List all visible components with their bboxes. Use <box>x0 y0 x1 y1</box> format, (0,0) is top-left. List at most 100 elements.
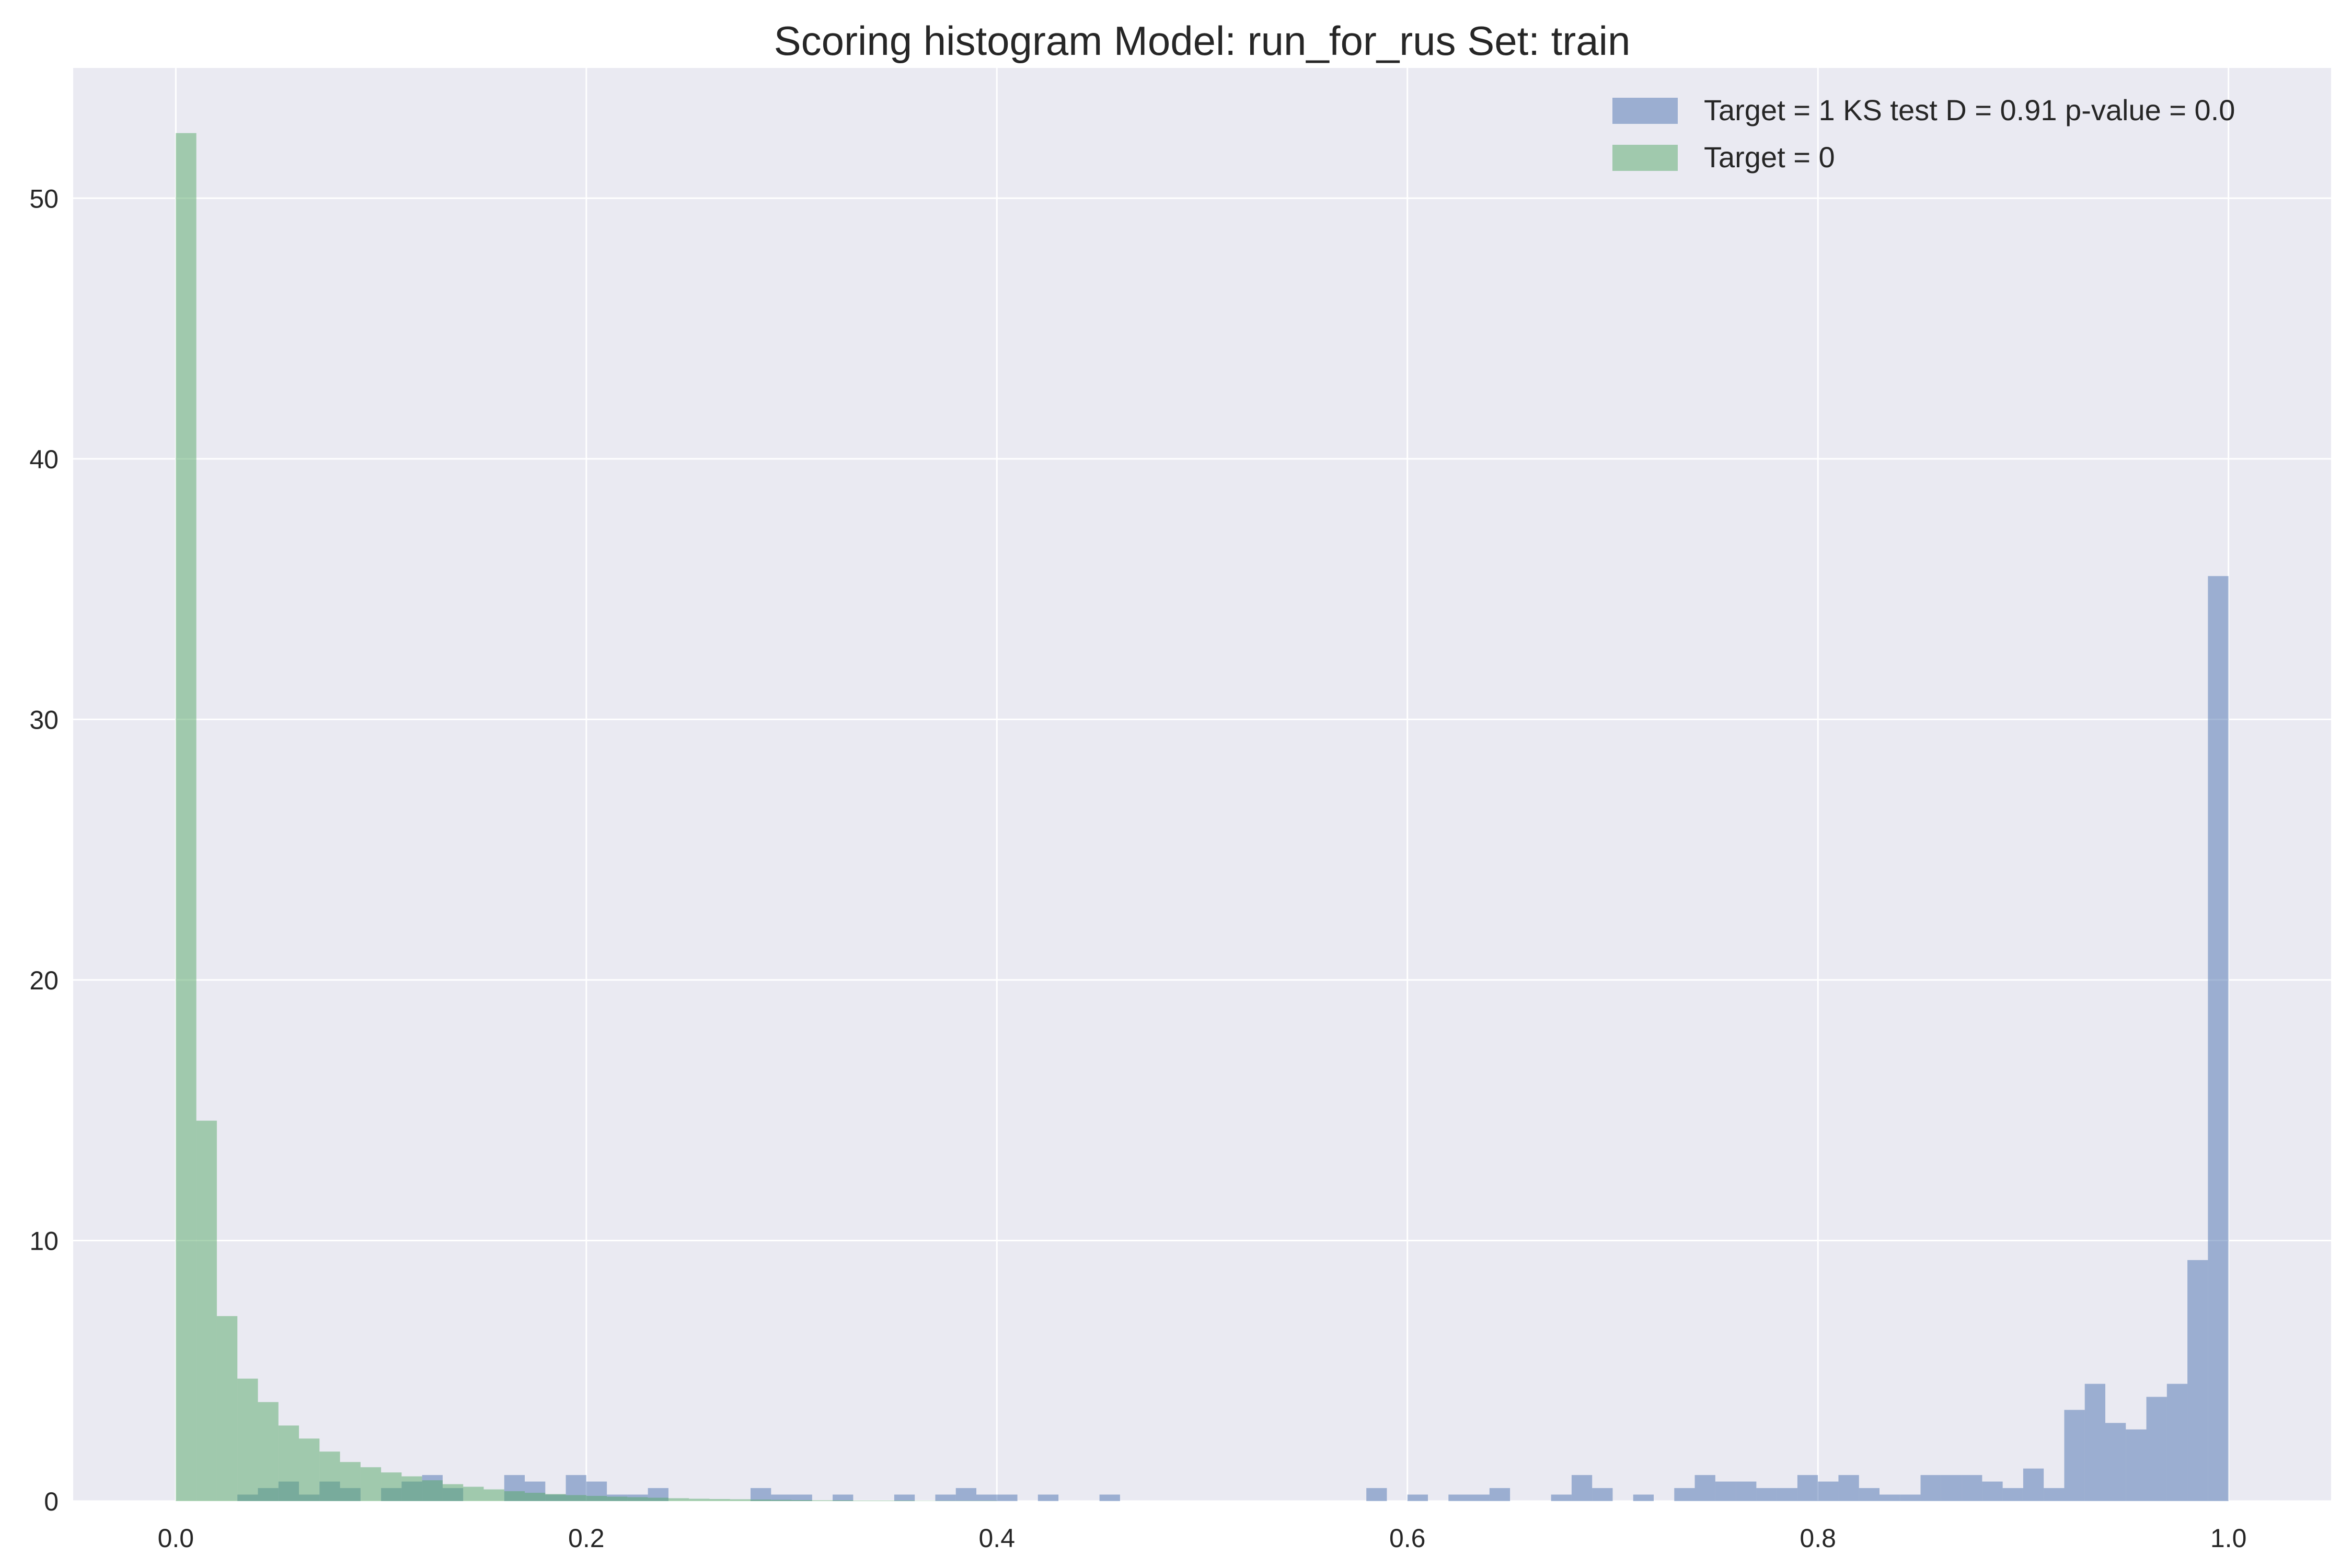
bar-target-0 <box>668 1498 689 1501</box>
y-tick-label: 10 <box>29 1226 59 1255</box>
bar-target-0 <box>340 1462 361 1501</box>
bar-target-1 <box>976 1494 997 1501</box>
bar-target-1 <box>1592 1488 1613 1501</box>
bar-target-0 <box>237 1378 258 1501</box>
bar-target-1 <box>1633 1494 1654 1501</box>
bar-target-1 <box>1859 1488 1880 1501</box>
bar-target-0 <box>709 1499 730 1501</box>
x-tick-label: 1.0 <box>2210 1524 2247 1553</box>
bar-target-1 <box>955 1488 976 1501</box>
bar-target-0 <box>730 1499 751 1501</box>
bar-target-0 <box>791 1500 812 1501</box>
bar-target-1 <box>1838 1475 1859 1501</box>
bar-target-1 <box>1037 1494 1059 1501</box>
x-axis-ticks: 0.0 0.2 0.4 0.6 0.8 1.0 <box>158 1524 2247 1553</box>
bar-target-0 <box>299 1438 320 1501</box>
bar-target-1 <box>2146 1397 2167 1501</box>
bar-target-1 <box>997 1494 1018 1501</box>
bar-target-1 <box>1551 1494 1572 1501</box>
bar-target-1 <box>1756 1488 1777 1501</box>
bar-target-0 <box>483 1489 504 1501</box>
bar-target-0 <box>278 1425 299 1501</box>
bar-target-0 <box>648 1497 668 1501</box>
bar-target-1 <box>1777 1488 1797 1501</box>
legend-swatch-target-1 <box>1612 98 1678 124</box>
bar-target-1 <box>2126 1429 2147 1501</box>
legend-swatch-target-0 <box>1612 145 1678 171</box>
bar-target-1 <box>1736 1481 1757 1501</box>
bar-target-0 <box>401 1476 422 1501</box>
y-tick-label: 20 <box>29 966 59 995</box>
bar-target-0 <box>525 1493 546 1501</box>
x-tick-label: 0.8 <box>1800 1524 1836 1553</box>
bar-target-1 <box>1900 1494 1921 1501</box>
bar-target-1 <box>2166 1383 2188 1501</box>
bar-target-0 <box>504 1491 525 1501</box>
bar-target-1 <box>1674 1488 1695 1501</box>
bar-target-0 <box>319 1451 340 1501</box>
bar-target-0 <box>196 1121 217 1501</box>
bar-target-1 <box>2084 1383 2105 1501</box>
bar-target-1 <box>1941 1475 1962 1501</box>
bar-target-0 <box>360 1467 382 1501</box>
bar-target-1 <box>935 1494 956 1501</box>
chart-title: Scoring histogram Model: run_for_rus Set… <box>774 18 1631 64</box>
legend-label-target-0: Target = 0 <box>1704 141 1835 174</box>
bar-target-1 <box>2023 1468 2044 1501</box>
bar-target-1 <box>1818 1481 1839 1501</box>
bar-target-0 <box>607 1496 628 1501</box>
bar-target-0 <box>566 1495 586 1501</box>
x-tick-label: 0.6 <box>1389 1524 1426 1553</box>
bar-target-1 <box>1489 1488 1511 1501</box>
bar-target-1 <box>1099 1494 1120 1501</box>
histogram-bars <box>176 133 2229 1501</box>
bar-target-1 <box>1366 1488 1387 1501</box>
y-tick-label: 50 <box>29 184 59 213</box>
bar-target-0 <box>463 1486 484 1501</box>
bar-target-0 <box>771 1500 792 1501</box>
x-tick-label: 0.4 <box>979 1524 1016 1553</box>
x-tick-label: 0.0 <box>158 1524 194 1553</box>
bar-target-1 <box>2105 1423 2126 1501</box>
plot-area <box>73 68 2331 1501</box>
y-tick-label: 0 <box>44 1487 59 1516</box>
y-tick-label: 40 <box>29 445 59 474</box>
y-axis-ticks: 0 10 20 30 40 50 <box>29 184 59 1516</box>
bar-target-0 <box>689 1498 710 1501</box>
bar-target-1 <box>1982 1481 2003 1501</box>
bar-target-0 <box>422 1480 443 1501</box>
legend: Target = 1 KS test D = 0.91 p-value = 0.… <box>1612 94 2235 174</box>
bar-target-1 <box>1920 1475 1941 1501</box>
bar-target-1 <box>1694 1475 1715 1501</box>
x-tick-label: 0.2 <box>568 1524 605 1553</box>
bar-target-1 <box>1797 1475 1818 1501</box>
bar-target-0 <box>586 1496 607 1501</box>
bar-target-0 <box>258 1402 279 1501</box>
bar-target-1 <box>1448 1494 1469 1501</box>
legend-label-target-1: Target = 1 KS test D = 0.91 p-value = 0.… <box>1704 94 2235 126</box>
bar-target-0 <box>627 1497 648 1501</box>
bar-target-1 <box>2002 1488 2023 1501</box>
bar-target-0 <box>751 1500 771 1501</box>
bar-target-1 <box>1880 1494 1900 1501</box>
bar-target-1 <box>2208 576 2229 1501</box>
bar-target-1 <box>791 1494 812 1501</box>
bar-target-1 <box>833 1494 854 1501</box>
bar-target-1 <box>1962 1475 1982 1501</box>
bar-target-1 <box>894 1494 915 1501</box>
y-tick-label: 30 <box>29 705 59 734</box>
bar-target-1 <box>1571 1475 1593 1501</box>
bar-target-0 <box>216 1316 238 1501</box>
bar-target-1 <box>2044 1488 2065 1501</box>
bar-target-1 <box>2187 1260 2208 1501</box>
bar-target-0 <box>442 1484 464 1501</box>
bar-target-1 <box>771 1494 792 1501</box>
bar-target-1 <box>1715 1481 1736 1501</box>
bar-target-1 <box>751 1488 771 1501</box>
bar-target-1 <box>1469 1494 1490 1501</box>
bar-target-0 <box>176 133 197 1501</box>
bar-target-1 <box>1407 1494 1428 1501</box>
bar-target-1 <box>2064 1410 2085 1501</box>
bar-target-0 <box>545 1494 566 1501</box>
